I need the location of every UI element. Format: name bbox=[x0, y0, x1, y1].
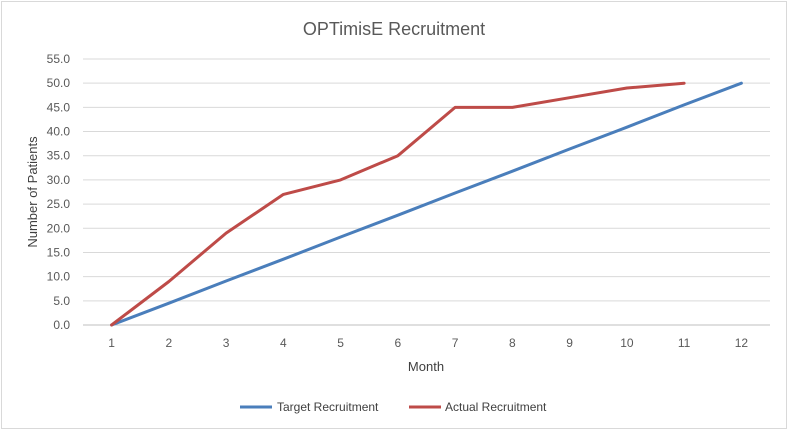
x-tick-label: 4 bbox=[280, 336, 287, 350]
y-tick-label: 10.0 bbox=[47, 270, 71, 284]
chart-title: OPTimisE Recruitment bbox=[303, 19, 485, 39]
y-tick-label: 40.0 bbox=[47, 125, 71, 139]
series-line-target bbox=[110, 81, 743, 327]
y-tick-label: 35.0 bbox=[47, 149, 71, 163]
x-tick-label: 12 bbox=[735, 336, 749, 350]
x-tick-label: 2 bbox=[166, 336, 173, 350]
y-tick-label: 20.0 bbox=[47, 221, 71, 235]
legend-label-actual: Actual Recruitment bbox=[445, 400, 547, 414]
y-tick-label: 0.0 bbox=[53, 318, 70, 332]
y-tick-label: 15.0 bbox=[47, 245, 71, 259]
y-tick-label: 25.0 bbox=[47, 197, 71, 211]
series-line-actual bbox=[110, 81, 686, 327]
gridlines bbox=[83, 58, 770, 302]
legend-label-target: Target Recruitment bbox=[277, 400, 379, 414]
x-tick-label: 5 bbox=[337, 336, 344, 350]
x-axis-label: Month bbox=[408, 359, 444, 374]
y-tick-label: 55.0 bbox=[47, 52, 71, 66]
series-lines bbox=[110, 81, 743, 327]
y-tick-label: 30.0 bbox=[47, 173, 71, 187]
y-axis-ticks: 0.0 5.0 10.0 15.0 20.0 25.0 30.0 35.0 40.0 45.0 50… bbox=[47, 52, 71, 332]
x-tick-label: 3 bbox=[223, 336, 230, 350]
y-tick-label: 50.0 bbox=[47, 76, 71, 90]
y-axis-label: Number of Patients bbox=[25, 136, 40, 248]
x-tick-label: 8 bbox=[509, 336, 516, 350]
x-tick-label: 11 bbox=[678, 336, 691, 350]
y-tick-label: 5.0 bbox=[53, 294, 70, 308]
x-tick-label: 7 bbox=[452, 336, 459, 350]
x-tick-label: 9 bbox=[566, 336, 573, 350]
legend: Target Recruitment Actual Recruitment bbox=[240, 400, 547, 414]
x-axis-ticks: 1 2 3 4 5 6 7 8 9 10 11 12 bbox=[108, 336, 748, 350]
x-tick-label: 1 bbox=[108, 336, 115, 350]
x-tick-label: 10 bbox=[620, 336, 634, 350]
x-tick-label: 6 bbox=[395, 336, 402, 350]
y-tick-label: 45.0 bbox=[47, 100, 71, 114]
